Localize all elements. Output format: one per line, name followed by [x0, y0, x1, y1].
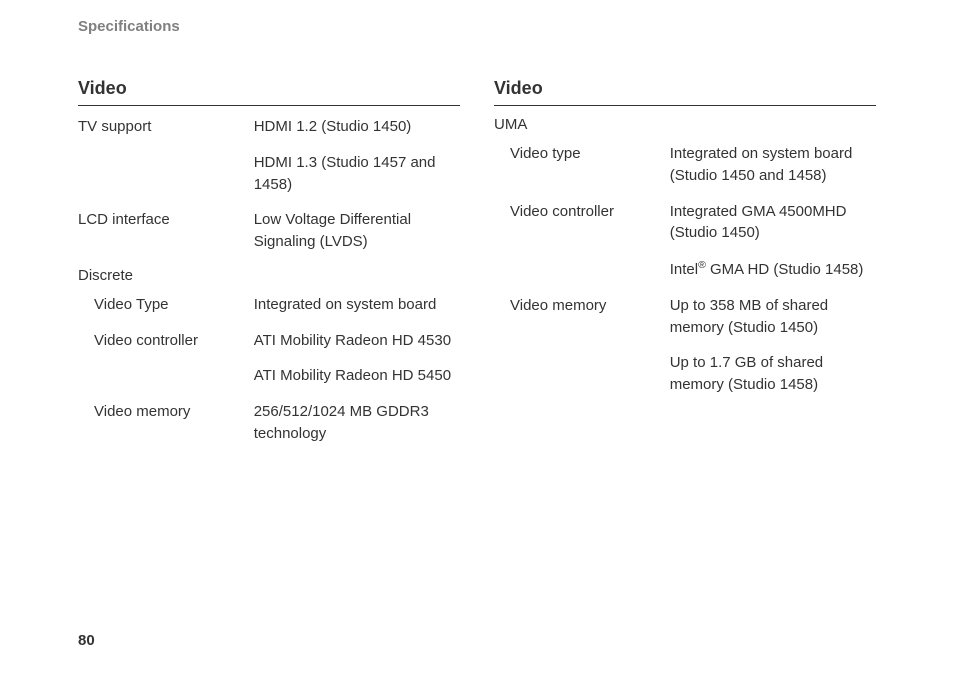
right-section-title: Video [494, 78, 876, 106]
value-uma-video-controller: Integrated GMA 4500MHD (Studio 1450) Int… [670, 201, 876, 281]
page-number: 80 [78, 632, 95, 649]
content-columns: Video TV support HDMI 1.2 (Studio 1450) … [78, 78, 876, 459]
left-section-title: Video [78, 78, 460, 106]
value-discrete-vc-2: ATI Mobility Radeon HD 5450 [254, 365, 460, 387]
uma-heading: UMA [494, 116, 876, 133]
label-discrete-video-controller: Video controller [78, 330, 254, 388]
row-uma-video-type: Video type Integrated on system board (S… [494, 143, 876, 187]
value-tv-support-2: HDMI 1.3 (Studio 1457 and 1458) [254, 152, 460, 196]
value-uma-vm-1: Up to 358 MB of shared memory (Studio 14… [670, 295, 876, 339]
value-uma-vc-1: Integrated GMA 4500MHD (Studio 1450) [670, 201, 876, 245]
row-uma-video-memory: Video memory Up to 358 MB of shared memo… [494, 295, 876, 396]
value-lcd-interface: Low Voltage Differential Signaling (LVDS… [254, 209, 460, 253]
value-tv-support: HDMI 1.2 (Studio 1450) HDMI 1.3 (Studio … [254, 116, 460, 195]
row-uma-video-controller: Video controller Integrated GMA 4500MHD … [494, 201, 876, 281]
row-discrete-video-type: Video Type Integrated on system board [78, 294, 460, 316]
label-discrete-video-memory: Video memory [78, 401, 254, 445]
row-discrete-video-memory: Video memory 256/512/1024 MB GDDR3 techn… [78, 401, 460, 445]
label-uma-video-type: Video type [494, 143, 670, 187]
value-uma-video-type: Integrated on system board (Studio 1450 … [670, 143, 876, 187]
row-lcd-interface: LCD interface Low Voltage Differential S… [78, 209, 460, 253]
label-uma-video-memory: Video memory [494, 295, 670, 396]
label-uma-video-controller: Video controller [494, 201, 670, 281]
value-uma-vc-2: Intel® GMA HD (Studio 1458) [670, 258, 876, 281]
row-tv-support: TV support HDMI 1.2 (Studio 1450) HDMI 1… [78, 116, 460, 195]
label-lcd-interface: LCD interface [78, 209, 254, 253]
discrete-heading: Discrete [78, 267, 460, 284]
value-discrete-video-controller: ATI Mobility Radeon HD 4530 ATI Mobility… [254, 330, 460, 388]
left-column: Video TV support HDMI 1.2 (Studio 1450) … [78, 78, 460, 459]
page-header: Specifications [78, 18, 180, 35]
value-uma-video-memory: Up to 358 MB of shared memory (Studio 14… [670, 295, 876, 396]
row-discrete-video-controller: Video controller ATI Mobility Radeon HD … [78, 330, 460, 388]
value-discrete-video-type: Integrated on system board [254, 294, 460, 316]
label-tv-support: TV support [78, 116, 254, 195]
right-column: Video UMA Video type Integrated on syste… [494, 78, 876, 459]
value-uma-vm-2: Up to 1.7 GB of shared memory (Studio 14… [670, 352, 876, 396]
value-discrete-video-memory: 256/512/1024 MB GDDR3 technology [254, 401, 460, 445]
value-discrete-vc-1: ATI Mobility Radeon HD 4530 [254, 330, 460, 352]
value-tv-support-1: HDMI 1.2 (Studio 1450) [254, 116, 460, 138]
label-discrete-video-type: Video Type [78, 294, 254, 316]
